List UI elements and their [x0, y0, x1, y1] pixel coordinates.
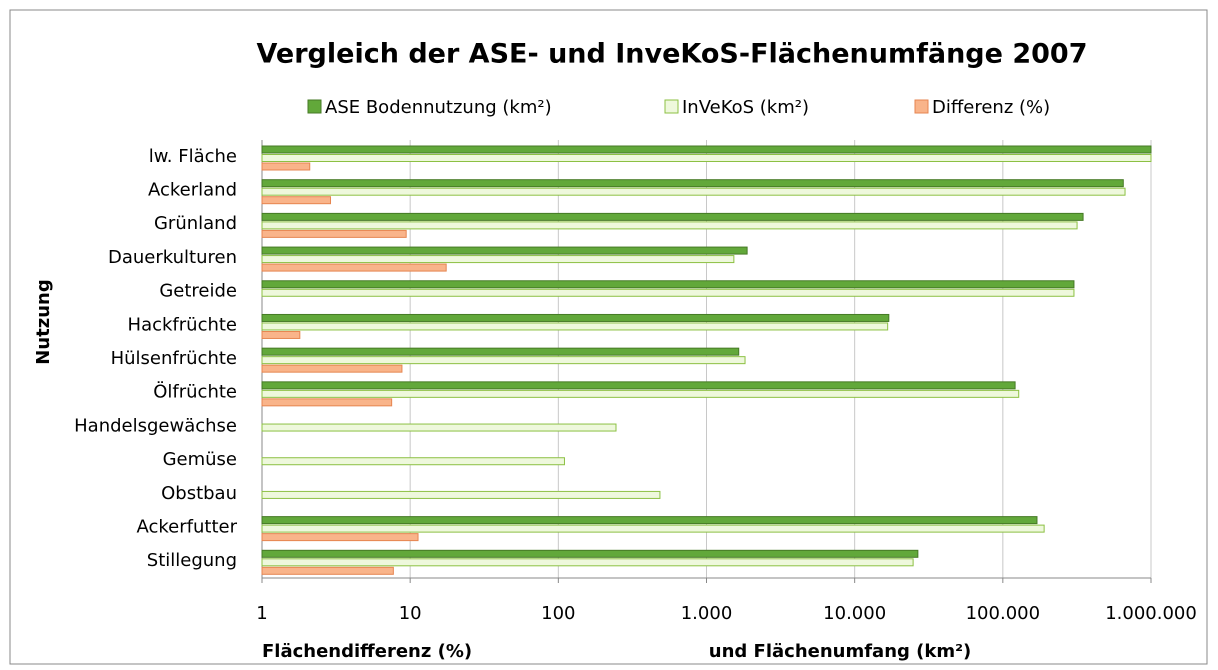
x-axis-title-right: und Flächenumfang (km²) [709, 641, 971, 662]
y-tick-label: Ackerland [148, 180, 237, 201]
y-tick-label: lw. Fläche [149, 146, 237, 167]
bar [261, 288, 1075, 297]
y-tick-label: Hackfrüchte [128, 314, 237, 335]
y-axis-title: Nutzung [33, 279, 54, 364]
chart-title: Vergleich der ASE- und InveKoS-Flächenum… [257, 39, 1088, 70]
bar [261, 398, 393, 407]
y-tick-label: Dauerkulturen [108, 247, 237, 268]
bar [261, 313, 890, 322]
legend-label: Differenz (%) [932, 97, 1050, 118]
y-tick-label: Gemüse [163, 449, 237, 470]
bar [261, 212, 1084, 221]
bar [261, 558, 914, 567]
y-tick-label: Handelsgewächse [74, 415, 237, 436]
y-tick-label: Grünland [154, 213, 237, 234]
bar [261, 566, 394, 575]
x-tick-label: 100.000 [966, 603, 1040, 624]
bar [261, 263, 447, 272]
x-tick-label: 1.000 [681, 603, 733, 624]
bar [261, 196, 332, 205]
bar [261, 330, 301, 339]
bar [261, 162, 311, 171]
legend-label: ASE Bodennutzung (km²) [325, 97, 552, 118]
legend-swatch [914, 99, 929, 114]
bar [261, 145, 1152, 154]
bar [261, 364, 403, 373]
x-axis-title-left: Flächendifferenz (%) [262, 641, 472, 662]
x-tick-label: 1.000.000 [1105, 603, 1197, 624]
bar [261, 154, 1152, 162]
bar [261, 381, 1016, 390]
bar [261, 549, 919, 558]
bar [261, 322, 889, 331]
bar [261, 516, 1038, 525]
legend-label: InVeKoS (km²) [682, 97, 809, 118]
bar [261, 255, 735, 264]
bar [261, 389, 1020, 398]
bar [261, 524, 1045, 533]
x-tick-label: 10 [399, 603, 422, 624]
bar [261, 221, 1078, 230]
y-tick-label: Ackerfutter [137, 516, 238, 537]
legend-swatch [664, 99, 679, 114]
x-tick-label: 10.000 [823, 603, 886, 624]
bar [261, 490, 661, 499]
bar [261, 187, 1126, 196]
y-tick-label: Obstbau [161, 483, 237, 504]
x-tick-label: 100 [541, 603, 575, 624]
bar [261, 533, 419, 542]
bar [261, 356, 746, 365]
bar [261, 423, 617, 432]
bar [261, 457, 565, 466]
bar [261, 229, 407, 238]
bar [261, 246, 748, 255]
bar [261, 179, 1124, 188]
x-tick-label: 1 [256, 603, 267, 624]
y-tick-label: Stillegung [147, 550, 237, 571]
bar [261, 347, 740, 356]
bar [261, 280, 1075, 289]
y-tick-label: Getreide [159, 281, 237, 302]
y-tick-label: Hülsenfrüchte [111, 348, 237, 369]
legend-swatch [307, 99, 322, 114]
y-tick-label: Ölfrüchte [153, 381, 237, 403]
